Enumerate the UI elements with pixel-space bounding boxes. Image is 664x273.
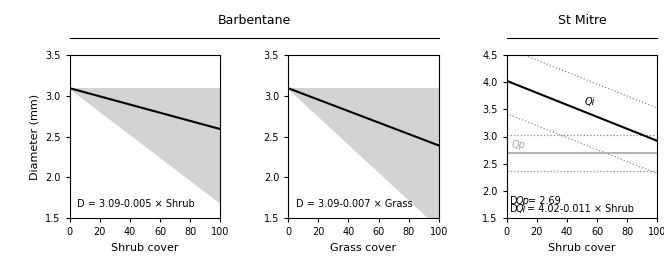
X-axis label: Grass cover: Grass cover [331,243,396,253]
Text: D = 3.09-0.005 × Shrub: D = 3.09-0.005 × Shrub [77,198,195,209]
Text: Qi: Qi [585,97,596,106]
Text: Qp: Qp [516,196,530,206]
Text: D: D [510,196,521,206]
Text: = 4.02-0.011 × Shrub: = 4.02-0.011 × Shrub [527,204,634,214]
Text: Barbentane: Barbentane [218,14,291,27]
Text: = 2.69: = 2.69 [528,196,560,206]
Y-axis label: Diameter (mm): Diameter (mm) [30,93,40,180]
X-axis label: Shrub cover: Shrub cover [112,243,179,253]
Text: D = 3.09-0.007 × Grass: D = 3.09-0.007 × Grass [295,198,412,209]
Text: D: D [510,204,521,214]
X-axis label: Shrub cover: Shrub cover [548,243,616,253]
Text: Qi: Qi [516,204,526,214]
Text: Qp: Qp [511,140,525,150]
Text: St Mitre: St Mitre [558,14,606,27]
